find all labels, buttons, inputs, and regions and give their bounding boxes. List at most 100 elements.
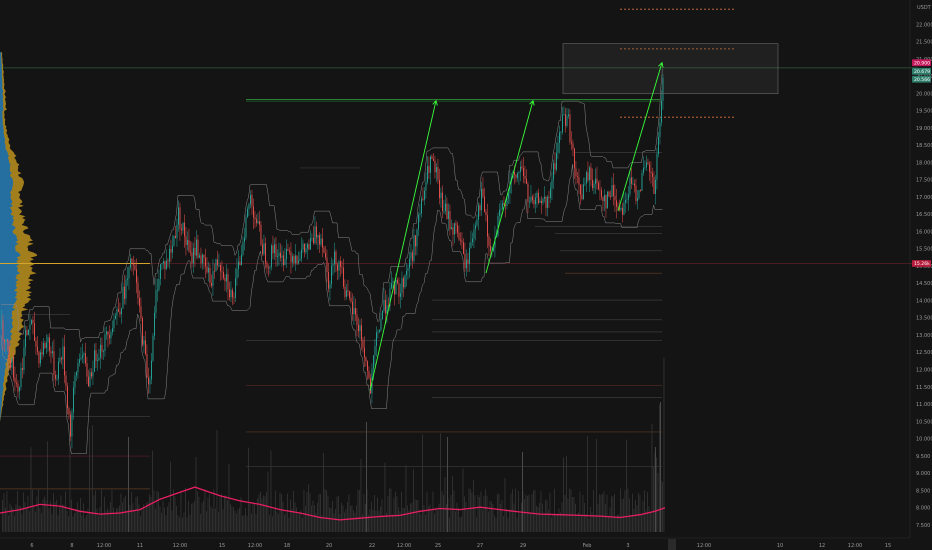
volume-bar bbox=[572, 496, 573, 532]
candle-body bbox=[437, 167, 439, 180]
candle-body bbox=[23, 347, 25, 371]
candle-body bbox=[233, 297, 235, 299]
volume-bar bbox=[594, 514, 596, 532]
volume-bar bbox=[543, 512, 545, 532]
candle-body bbox=[8, 341, 10, 360]
candle-body bbox=[608, 191, 610, 197]
volume-bar bbox=[164, 507, 165, 532]
candle-body bbox=[637, 198, 638, 202]
candle-body bbox=[659, 122, 661, 137]
candle-body bbox=[416, 229, 418, 247]
volume-bar bbox=[548, 509, 549, 532]
candle-body bbox=[320, 238, 322, 245]
candle-body bbox=[623, 202, 625, 215]
volume-profile bbox=[0, 52, 150, 422]
candle-body bbox=[262, 244, 263, 254]
candle-body bbox=[479, 205, 481, 211]
trend-arrows[interactable] bbox=[369, 61, 664, 391]
volume-bar bbox=[420, 514, 422, 532]
volume-bar bbox=[80, 498, 81, 532]
candle-body bbox=[310, 238, 311, 250]
candle-body bbox=[11, 357, 13, 368]
time-tick-label: 3 bbox=[626, 543, 629, 549]
candle-body bbox=[283, 255, 284, 265]
candle-body bbox=[514, 171, 515, 175]
candle-body bbox=[553, 163, 554, 180]
volume-bar bbox=[144, 508, 146, 532]
volume-bar bbox=[579, 491, 581, 532]
candle-body bbox=[311, 237, 313, 239]
volume-bar bbox=[95, 490, 96, 532]
volume-bar bbox=[108, 510, 110, 532]
volume-bar bbox=[438, 503, 440, 532]
candle-body bbox=[644, 167, 646, 169]
volume-bar bbox=[203, 500, 204, 532]
volume-bar bbox=[299, 512, 300, 532]
candle-body bbox=[506, 198, 508, 206]
trend-arrow-head-1 bbox=[432, 99, 438, 106]
price-tick-label: 16.500 bbox=[916, 212, 932, 218]
candle-body bbox=[607, 191, 608, 209]
candle-body bbox=[527, 183, 529, 202]
candle-body bbox=[631, 177, 632, 184]
volume-bar bbox=[138, 504, 140, 532]
volume-bar bbox=[327, 495, 329, 532]
time-tick-label: 12:00 bbox=[397, 543, 411, 549]
candle-body bbox=[629, 177, 631, 195]
volume-bar bbox=[597, 503, 599, 532]
candle-body bbox=[556, 152, 557, 170]
candle-body bbox=[494, 237, 496, 248]
candle-body bbox=[128, 267, 130, 279]
candle-body bbox=[29, 324, 31, 330]
volume-bar bbox=[129, 505, 131, 532]
candle-body bbox=[257, 221, 259, 224]
volume-bar bbox=[555, 514, 557, 532]
volume-bar bbox=[254, 503, 255, 532]
volume-bar bbox=[410, 503, 411, 532]
volume-bar bbox=[135, 497, 137, 532]
candle-body bbox=[131, 258, 133, 264]
candle-body bbox=[469, 247, 470, 264]
volume-bar bbox=[423, 505, 425, 532]
volume-bar bbox=[455, 511, 456, 532]
volume-bar bbox=[321, 515, 323, 532]
volume-bar bbox=[273, 509, 275, 532]
time-axis[interactable]: 6 8 12:00 11 12:00 15 12:00 18 20 22 12:00 25 27 29 Fe… bbox=[0, 537, 910, 550]
volume-bar bbox=[386, 512, 387, 532]
volume-bar bbox=[20, 506, 21, 532]
volume-bar bbox=[137, 496, 138, 532]
candle-body bbox=[238, 261, 239, 269]
candle-body bbox=[653, 177, 655, 194]
volume-bar bbox=[627, 488, 629, 532]
volume-bar bbox=[227, 500, 228, 532]
trend-arrow-2 bbox=[485, 100, 534, 274]
candle-body bbox=[463, 242, 464, 254]
candle-body bbox=[244, 237, 245, 242]
candle-body bbox=[646, 162, 647, 168]
volume-bar bbox=[242, 515, 243, 532]
volume-bar bbox=[51, 514, 53, 532]
volume-bar bbox=[468, 488, 470, 532]
candle-body bbox=[613, 185, 614, 196]
volume-bar bbox=[216, 430, 218, 532]
candle-body bbox=[602, 196, 604, 202]
candle-body bbox=[142, 318, 143, 345]
volume-bar bbox=[333, 513, 335, 532]
price-badge-label: 20.900 bbox=[914, 60, 930, 66]
volume-bar bbox=[170, 461, 171, 532]
volume-bar bbox=[638, 493, 639, 532]
volume-bar bbox=[21, 514, 23, 532]
candle-body bbox=[458, 232, 460, 240]
volume-bar bbox=[222, 509, 224, 532]
volume-bar bbox=[357, 489, 359, 532]
volume-bar bbox=[200, 514, 201, 532]
volume-bar bbox=[414, 499, 416, 532]
volume-bar bbox=[318, 493, 320, 532]
price-tick-label: 15.000 bbox=[916, 264, 932, 270]
candle-body bbox=[268, 267, 269, 269]
volume-bar bbox=[429, 504, 431, 532]
range-box[interactable] bbox=[562, 43, 779, 95]
volume-bar bbox=[642, 500, 644, 532]
price-tick-label: 15.500 bbox=[916, 247, 932, 253]
